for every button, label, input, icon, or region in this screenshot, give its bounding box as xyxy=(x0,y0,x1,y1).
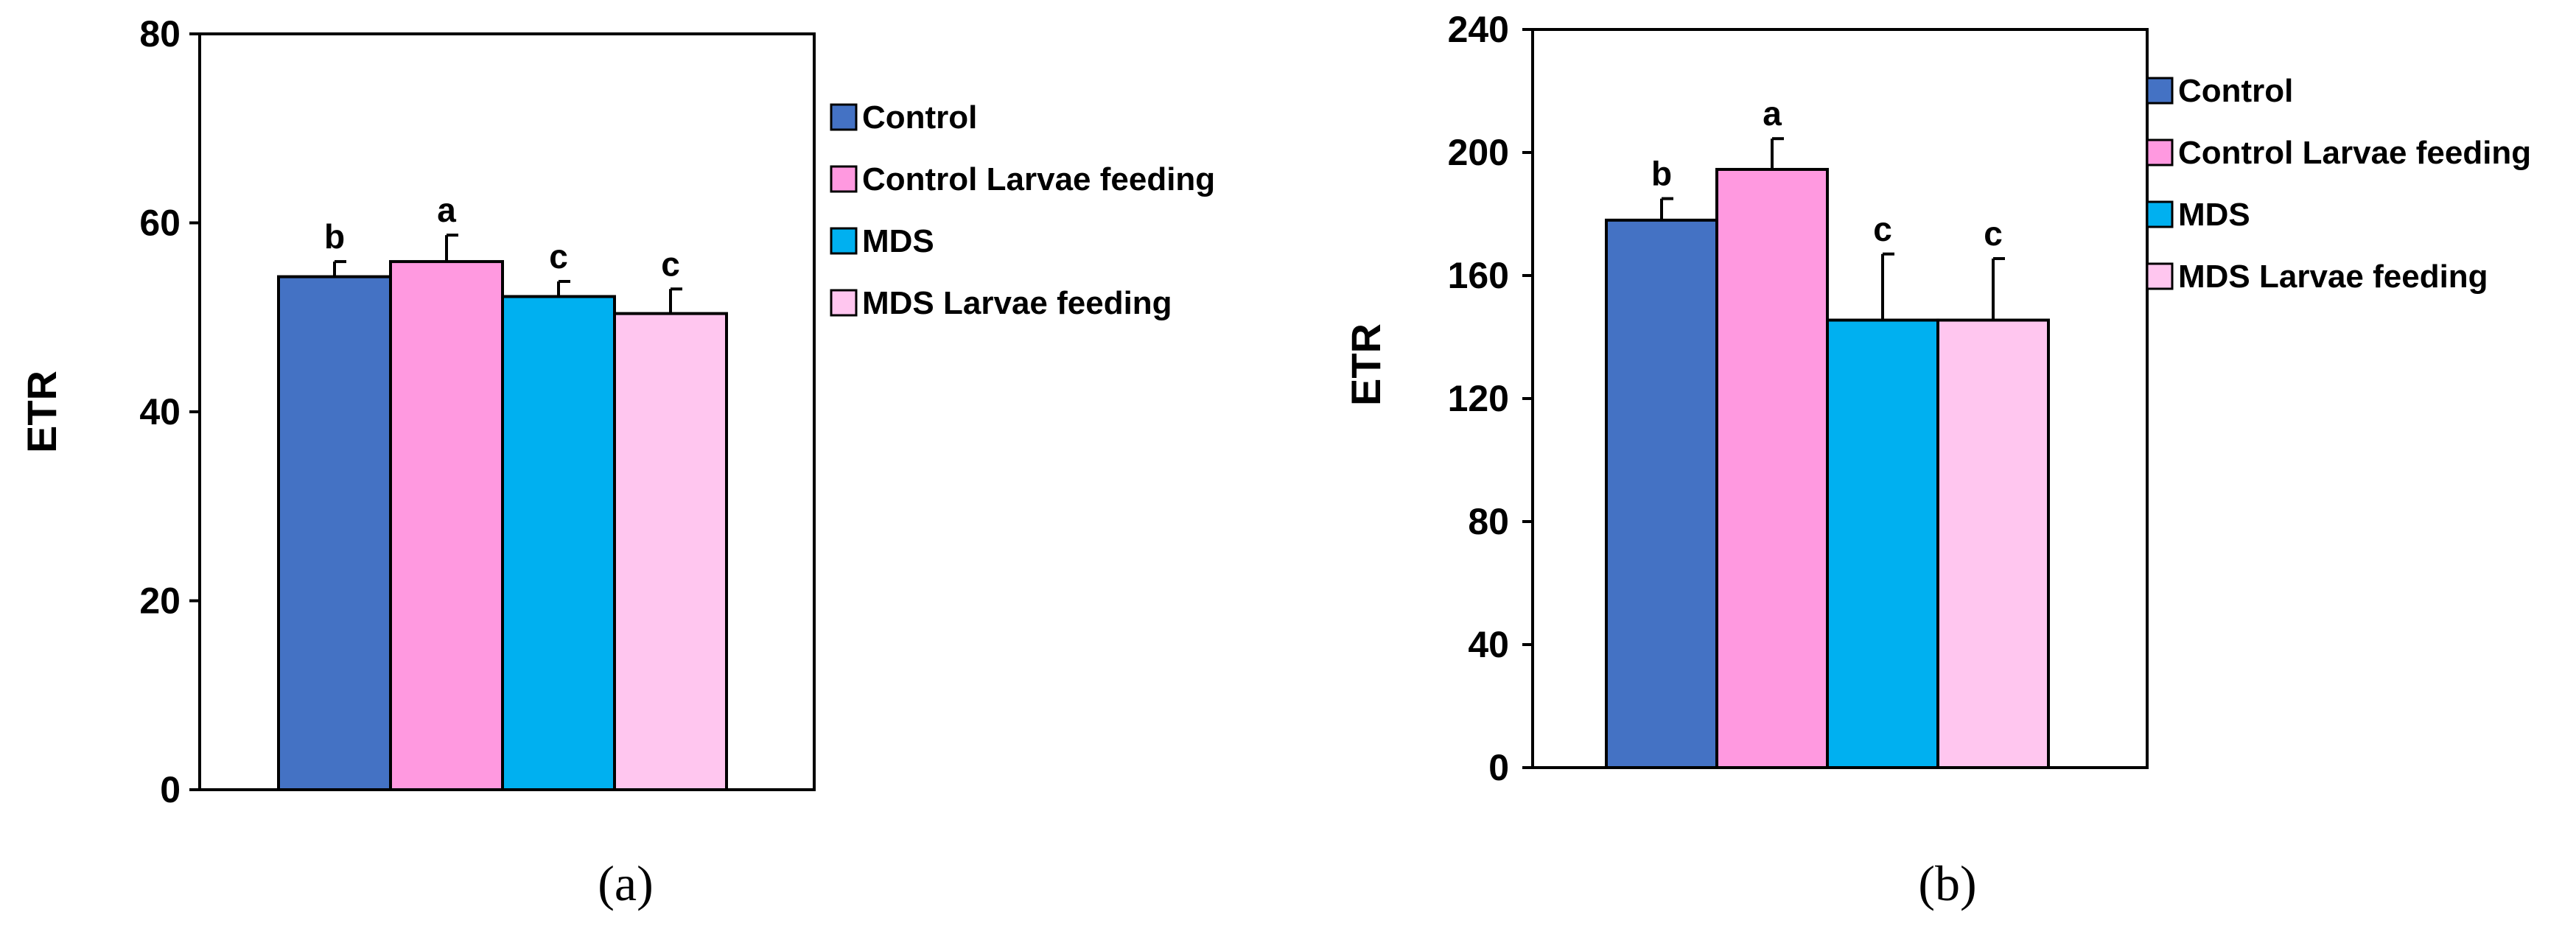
significance-letter: b xyxy=(324,217,345,256)
y-axis-ticks: 0 40 80 120 160 200 240 xyxy=(1448,9,1533,788)
legend-swatch xyxy=(830,103,858,131)
y-tick-label: 60 xyxy=(139,203,181,244)
panel-caption: (b) xyxy=(1918,855,1976,911)
legend-swatch xyxy=(830,227,858,255)
y-tick-label: 80 xyxy=(1468,501,1509,542)
bar-mds-larvae-feeding xyxy=(1936,318,2050,770)
bar-control xyxy=(277,275,392,792)
significance-letter: b xyxy=(1651,155,1672,193)
bar-control-larvae-feeding xyxy=(1715,167,1829,769)
significance-letter: a xyxy=(437,191,456,229)
legend-swatch xyxy=(2146,262,2174,290)
panel-caption: (a) xyxy=(598,855,653,911)
legend-label: MDS xyxy=(862,223,934,259)
legend-swatch xyxy=(830,289,858,317)
legend-label: MDS Larvae feeding xyxy=(2178,259,2488,295)
y-axis-label: ETR xyxy=(18,371,65,453)
bar-control xyxy=(1605,218,1718,770)
y-tick-label: 200 xyxy=(1448,132,1509,173)
significance-letter: c xyxy=(1984,214,2003,253)
y-tick-label: 0 xyxy=(1488,747,1509,788)
y-tick-label: 40 xyxy=(139,391,181,432)
significance-letter: c xyxy=(549,237,568,276)
legend-label: MDS xyxy=(2178,197,2250,233)
legend-swatch xyxy=(2146,200,2174,228)
legend-label: Control xyxy=(862,99,977,136)
bar-control-larvae-feeding xyxy=(389,260,504,791)
significance-letter: c xyxy=(1873,210,1892,248)
y-tick-label: 40 xyxy=(1468,624,1509,665)
legend-swatch xyxy=(2146,138,2174,166)
y-axis-label: ETR xyxy=(1343,323,1389,406)
legend-label: Control Larvae feeding xyxy=(862,161,1215,197)
chart-panel-a: 0 20 40 60 80 b a c c ETR Control Control Larvae… xyxy=(18,13,1215,911)
legend: Control Control Larvae feeding MDS MDS Larv… xyxy=(2146,73,2531,295)
y-tick-label: 240 xyxy=(1448,9,1509,50)
y-tick-label: 0 xyxy=(160,769,181,810)
legend-label: Control xyxy=(2178,73,2293,109)
y-axis-ticks: 0 20 40 60 80 xyxy=(139,13,200,810)
bar-mds-larvae-feeding xyxy=(613,312,728,791)
legend: Control Control Larvae feeding MDS MDS Larv… xyxy=(830,99,1215,321)
legend-swatch xyxy=(830,165,858,193)
y-tick-label: 160 xyxy=(1448,255,1509,296)
legend-label: Control Larvae feeding xyxy=(2178,135,2531,171)
significance-letter: c xyxy=(661,245,680,283)
legend-swatch xyxy=(2146,77,2174,105)
legend-label: MDS Larvae feeding xyxy=(862,285,1172,321)
y-tick-label: 20 xyxy=(139,580,181,622)
bars-group: b a c c xyxy=(277,191,728,792)
y-tick-label: 120 xyxy=(1448,378,1509,419)
bar-mds xyxy=(501,295,616,792)
y-tick-label: 80 xyxy=(139,13,181,55)
bars-group: b a c c xyxy=(1605,94,2050,770)
bar-mds xyxy=(1826,318,1939,770)
significance-letter: a xyxy=(1763,94,1782,133)
